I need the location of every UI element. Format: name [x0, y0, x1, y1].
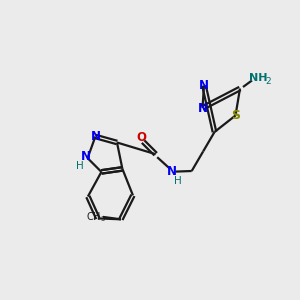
Text: H: H — [76, 160, 84, 171]
Text: N: N — [199, 79, 209, 92]
Text: CH$_3$: CH$_3$ — [86, 210, 106, 224]
Text: N: N — [197, 101, 208, 115]
Text: S: S — [231, 109, 240, 122]
Text: O: O — [136, 131, 147, 144]
Text: H: H — [174, 176, 182, 186]
Text: N: N — [167, 165, 177, 178]
Text: N: N — [90, 130, 100, 143]
Text: 2: 2 — [266, 77, 271, 86]
Text: N: N — [81, 150, 91, 163]
Text: NH: NH — [249, 73, 268, 83]
